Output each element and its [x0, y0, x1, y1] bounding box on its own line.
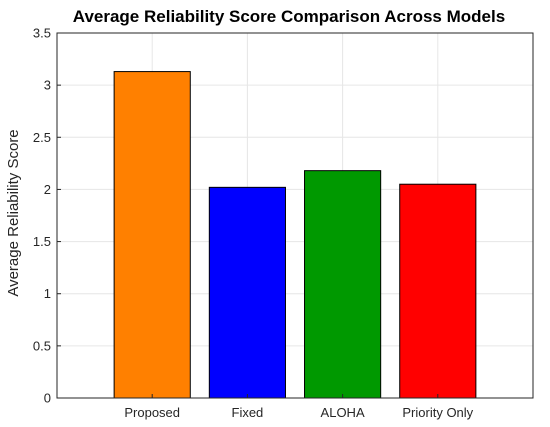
y-tick-label: 3: [44, 78, 51, 93]
y-tick-label: 0: [44, 391, 51, 406]
y-tick-label: 1.5: [33, 234, 51, 249]
y-tick-label: 0.5: [33, 338, 51, 353]
plot-frame: [56, 32, 534, 399]
y-tick-label: 2.5: [33, 130, 51, 145]
y-axis-label: Average Reliability Score: [5, 129, 22, 296]
bar-proposed: [113, 71, 191, 399]
chart-title: Average Reliability Score Comparison Acr…: [73, 7, 505, 26]
x-tick-label: Priority Only: [402, 405, 473, 420]
y-tick-label: 1: [44, 286, 51, 301]
x-tick-label: Fixed: [232, 405, 264, 420]
y-tick-label: 2: [44, 182, 51, 197]
x-tick-label: Proposed: [124, 405, 180, 420]
y-tick-label: 3.5: [33, 26, 51, 41]
bar-priority-only: [399, 183, 477, 399]
bars: [113, 71, 477, 399]
y-axis-ticks: 0 0.5 1 1.5 2 2.5 3 3.5: [33, 26, 61, 406]
x-axis-ticks: Proposed Fixed ALOHA Priority Only: [124, 394, 474, 420]
x-tick-label: ALOHA: [321, 405, 365, 420]
bar-fixed: [208, 186, 286, 399]
bar-aloha: [304, 170, 382, 399]
